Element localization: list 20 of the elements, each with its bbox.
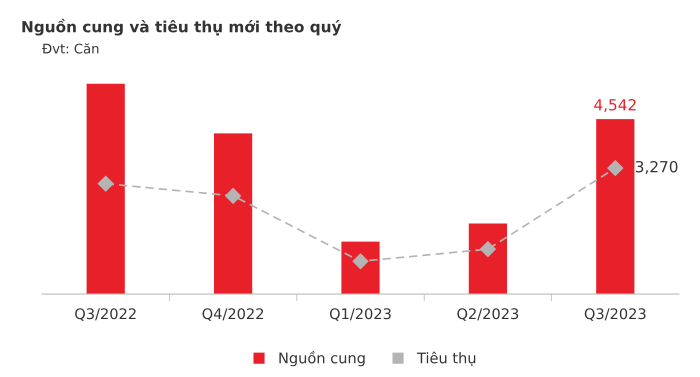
bar (86, 84, 125, 294)
bar (468, 224, 508, 294)
x-tick-label: Q3/2022 (75, 308, 136, 321)
point (480, 240, 496, 258)
chart-subtitle: Đvt: Căn (42, 43, 98, 54)
chart-title: Nguồn cung và tiêu thụ mới theo quý (22, 18, 342, 36)
data-label: 4,542 (594, 98, 636, 112)
data-label: 3,270 (636, 160, 678, 174)
x-tick-label: Q1/2023 (330, 308, 391, 321)
bar (214, 133, 252, 294)
x-tick-label: Q2/2023 (457, 308, 518, 321)
bar (341, 242, 380, 294)
point (607, 160, 624, 176)
point (97, 175, 114, 192)
x-tick-label: Q3/2023 (584, 308, 646, 321)
legend-label: Tiêu thụ (416, 352, 476, 366)
legend-label: Nguồn cung (279, 350, 365, 366)
bar (596, 119, 634, 294)
x-tick-label: Q4/2022 (202, 308, 264, 321)
point (224, 188, 242, 204)
